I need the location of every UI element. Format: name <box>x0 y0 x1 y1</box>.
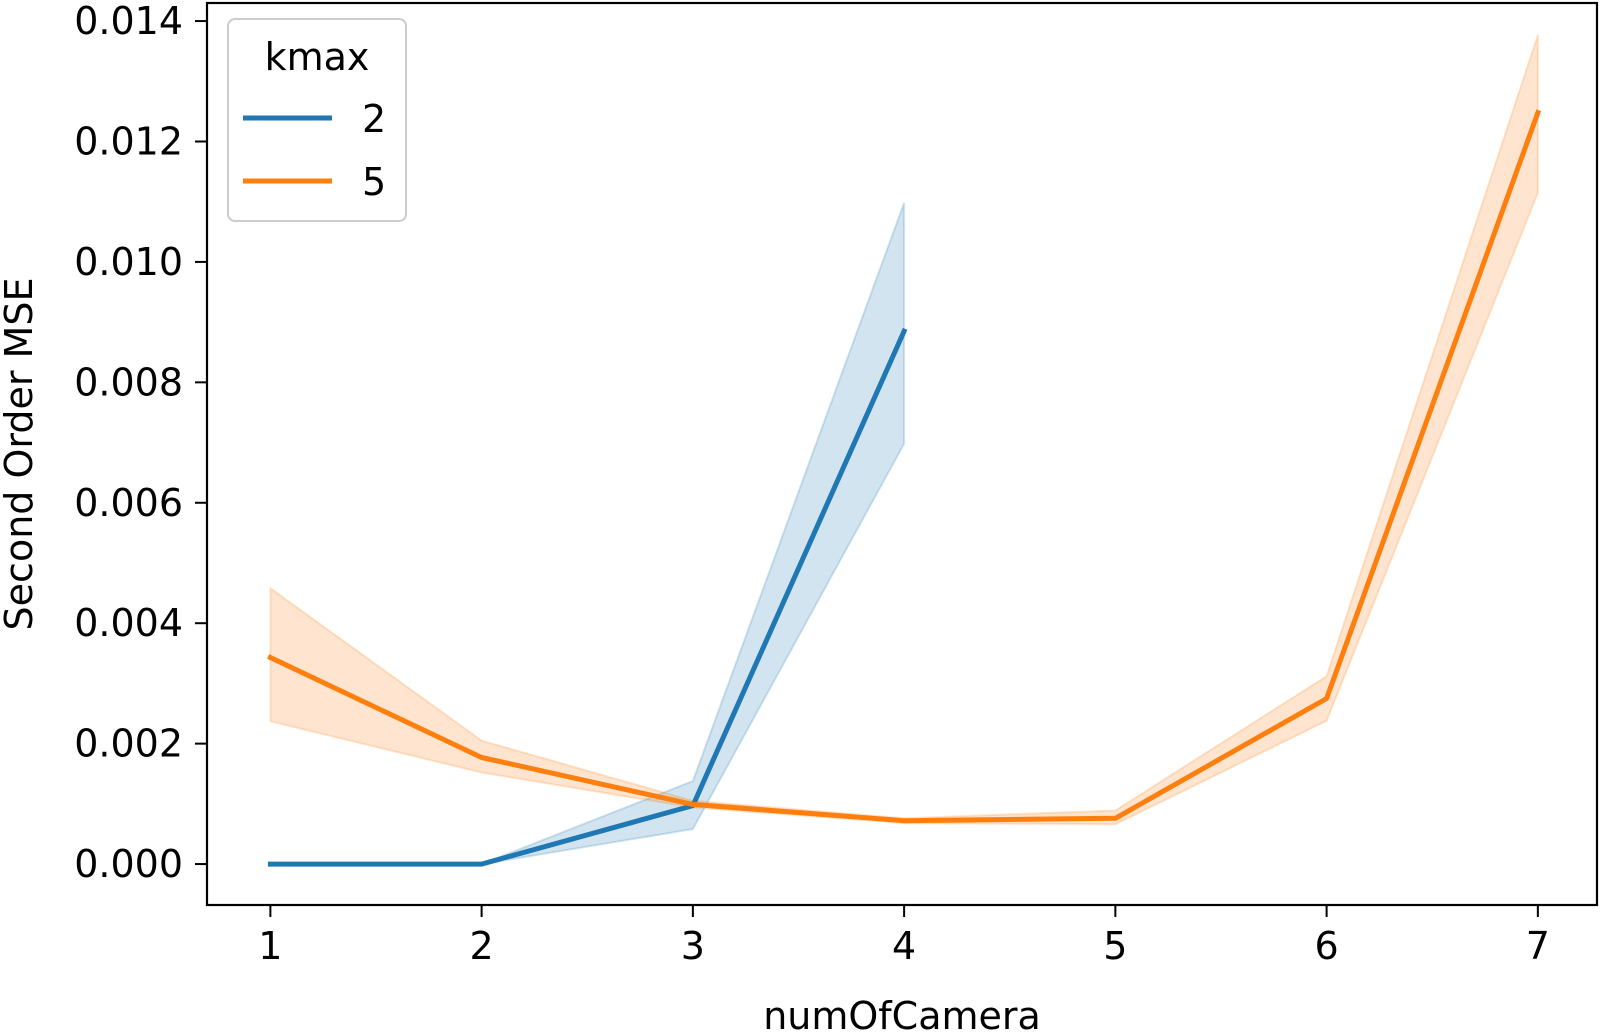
x-tick-label: 1 <box>258 924 282 968</box>
series-5-line <box>267 109 1542 824</box>
y-tick-label: 0.004 <box>74 601 183 645</box>
confidence-bands <box>269 34 1539 866</box>
y-tick-label: 0.000 <box>74 842 183 886</box>
series-2-confidence-band <box>270 202 906 866</box>
legend-label-5: 5 <box>362 160 386 204</box>
y-tick-label: 0.002 <box>74 722 183 766</box>
plot-frame <box>205 1 1599 907</box>
y-tick-label: 0.014 <box>74 0 183 43</box>
y-tick-label: 0.006 <box>74 481 183 525</box>
legend-label-2: 2 <box>362 97 386 141</box>
x-axis-label: numOfCamera <box>763 994 1041 1035</box>
y-tick-label: 0.012 <box>74 119 183 163</box>
series-5-confidence-band <box>269 34 1539 826</box>
x-axis: 1 2 3 4 5 6 7 <box>258 905 1550 968</box>
y-tick-label: 0.010 <box>74 240 183 284</box>
x-tick-label: 2 <box>470 924 494 968</box>
x-tick-label: 4 <box>892 924 916 968</box>
x-tick-label: 3 <box>681 924 705 968</box>
x-tick-label: 7 <box>1526 924 1550 968</box>
y-axis: 0.000 0.002 0.004 0.006 0.008 0.010 0.012 0.014 <box>74 0 207 886</box>
series-lines <box>267 109 1542 867</box>
legend-title: kmax <box>265 35 370 79</box>
y-tick-label: 0.008 <box>74 360 183 404</box>
legend: kmax 25 <box>227 18 407 222</box>
series-2-line <box>267 327 908 867</box>
legend-entries: 25 <box>243 97 386 204</box>
x-tick-label: 6 <box>1315 924 1339 968</box>
y-axis-label: Second Order MSE <box>0 278 41 631</box>
x-tick-label: 5 <box>1103 924 1127 968</box>
